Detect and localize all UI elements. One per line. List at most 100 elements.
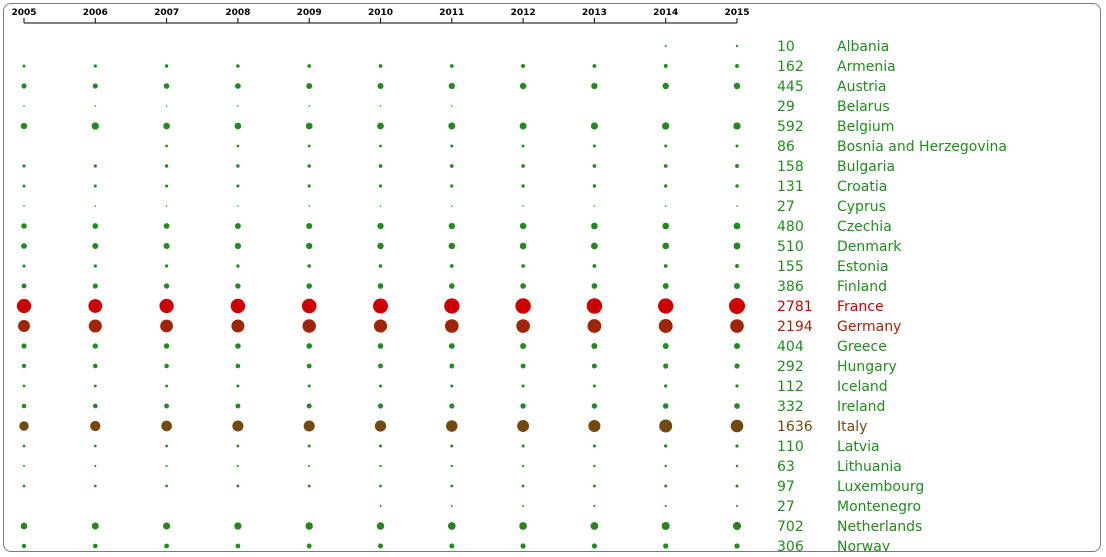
data-point xyxy=(163,83,170,89)
row-country-label: Finland xyxy=(837,279,887,295)
data-point xyxy=(93,64,97,68)
data-point xyxy=(91,122,99,130)
data-point xyxy=(93,363,98,369)
row-total-label: 162 xyxy=(777,59,804,75)
data-point xyxy=(663,363,669,369)
data-point xyxy=(662,403,669,409)
data-point xyxy=(662,82,669,90)
data-point xyxy=(306,283,312,289)
data-point xyxy=(663,543,669,549)
data-point xyxy=(165,464,168,468)
row-total-label: 10 xyxy=(777,39,795,55)
data-point xyxy=(88,319,102,333)
data-point xyxy=(234,122,242,130)
row-total-label: 2194 xyxy=(777,319,813,335)
data-point xyxy=(232,420,244,432)
x-tick-label: 2014 xyxy=(653,8,678,18)
data-point xyxy=(307,144,311,148)
data-point xyxy=(236,444,240,448)
data-point xyxy=(305,522,313,530)
data-point xyxy=(159,298,174,314)
data-point xyxy=(521,264,525,268)
data-point xyxy=(23,105,25,107)
data-point xyxy=(378,184,383,188)
data-point xyxy=(593,205,596,207)
data-point xyxy=(307,484,311,488)
data-point xyxy=(236,184,240,188)
data-point xyxy=(308,464,311,468)
data-point xyxy=(664,464,667,468)
data-point xyxy=(450,105,453,107)
data-point xyxy=(163,242,170,250)
row-country-label: Estonia xyxy=(837,259,889,275)
data-point xyxy=(378,64,383,68)
data-point xyxy=(735,64,739,68)
data-point xyxy=(379,464,382,468)
data-point xyxy=(236,264,240,268)
data-point xyxy=(448,82,455,90)
row-total-label: 27 xyxy=(777,199,795,215)
data-point xyxy=(21,403,27,409)
data-point xyxy=(592,164,597,168)
row-country-label: Belarus xyxy=(837,99,890,115)
data-point xyxy=(165,105,168,107)
data-point xyxy=(521,384,525,388)
data-point xyxy=(306,83,313,89)
row-country-label: Denmark xyxy=(837,239,902,255)
data-point xyxy=(378,543,383,549)
data-point xyxy=(302,319,316,333)
data-point xyxy=(663,264,668,268)
data-point xyxy=(450,464,453,468)
data-point xyxy=(735,164,739,168)
data-point xyxy=(16,298,32,314)
data-point xyxy=(160,319,173,333)
data-point xyxy=(520,343,527,349)
row-total-label: 63 xyxy=(777,459,795,475)
data-point xyxy=(93,384,97,388)
data-point xyxy=(231,319,245,333)
x-tick-label: 2011 xyxy=(439,8,464,18)
data-point xyxy=(22,164,26,168)
row-total-label: 292 xyxy=(777,359,804,375)
data-point xyxy=(592,264,597,268)
data-point xyxy=(163,122,170,130)
data-point xyxy=(88,299,103,313)
row-country-label: Iceland xyxy=(837,379,888,395)
data-point xyxy=(306,543,312,549)
data-point xyxy=(521,64,526,68)
data-point xyxy=(165,444,169,448)
data-point xyxy=(374,420,387,432)
data-point xyxy=(378,363,383,369)
data-point xyxy=(379,105,382,107)
data-point xyxy=(21,243,27,249)
row-country-label: Ireland xyxy=(837,399,885,415)
data-point xyxy=(163,522,171,530)
data-point xyxy=(664,45,667,47)
data-point xyxy=(521,464,525,468)
row-total-label: 2781 xyxy=(777,299,813,315)
data-point xyxy=(377,242,384,250)
data-point xyxy=(735,444,739,448)
data-point xyxy=(735,384,739,388)
data-point xyxy=(90,420,101,432)
row-total-label: 86 xyxy=(777,139,795,155)
data-point xyxy=(664,484,668,488)
data-point xyxy=(93,264,97,268)
data-point xyxy=(22,64,26,68)
data-point xyxy=(664,184,668,188)
data-point xyxy=(449,264,454,268)
data-point xyxy=(591,283,598,289)
data-point xyxy=(19,421,29,431)
data-point xyxy=(521,144,525,148)
data-point xyxy=(729,298,745,314)
data-point xyxy=(21,223,27,229)
data-point xyxy=(237,205,239,207)
data-point xyxy=(733,222,741,230)
data-point xyxy=(378,164,383,168)
x-tick-label: 2005 xyxy=(11,8,36,18)
data-point xyxy=(732,521,742,531)
row-total-label: 158 xyxy=(777,159,804,175)
data-point xyxy=(307,444,311,448)
row-country-label: Luxembourg xyxy=(837,479,924,495)
data-point xyxy=(521,164,525,168)
